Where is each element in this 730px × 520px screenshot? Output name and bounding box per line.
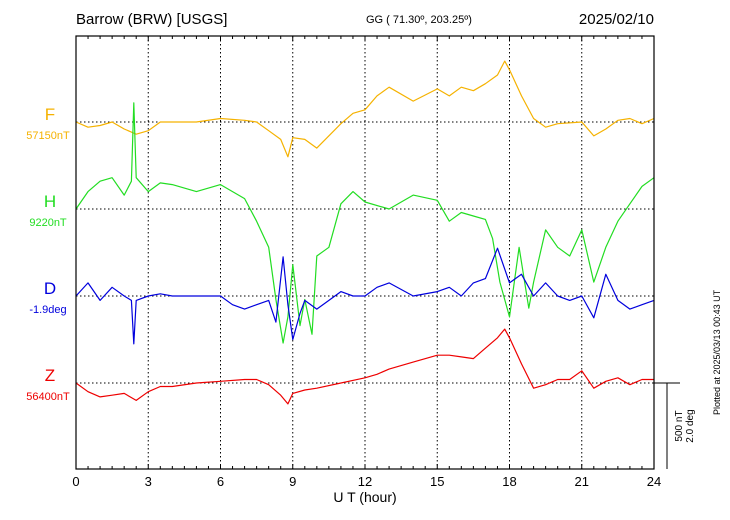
grid-lines [147,36,583,469]
trace-z [75,328,654,405]
scale-bar-nt: 500 nT [674,410,685,441]
series-label-h: H [44,192,56,211]
x-tick-label: 6 [217,474,224,489]
x-tick-label: 24 [647,474,661,489]
x-tick-label: 15 [430,474,444,489]
x-tick-label: 0 [72,474,79,489]
baseline-value-d: -1.9deg [29,304,66,316]
x-tick-label: 12 [358,474,372,489]
x-tick-label: 3 [145,474,152,489]
series-label-z: Z [45,366,55,385]
scale-bar: 500 nT 2.0 deg [654,382,696,469]
station-title: Barrow (BRW) [USGS] [76,11,228,28]
x-tick-label: 18 [502,474,516,489]
trace-f [75,60,655,158]
x-tick-label: 21 [575,474,589,489]
baseline-value-z: 56400nT [26,391,70,403]
trace-d [75,247,655,345]
chart-date: 2025/02/10 [578,11,654,28]
plotted-timestamp: Plotted at 2025/03/13 00:43 UT [712,289,722,415]
series-label-f: F [45,105,55,124]
x-tick-label: 9 [289,474,296,489]
baseline-value-h: 9220nT [29,217,67,229]
axis-ticks: 0 3 6 9 12 15 18 21 24 [72,36,661,489]
station-coordinates: GG ( 71.30º, 203.25º) [366,14,472,26]
scale-bar-deg: 2.0 deg [685,409,696,442]
data-traces: F 57150nT H 9220nT D -1.9deg Z 56400nT [26,60,655,405]
trace-h [75,102,655,344]
x-axis-label: U T (hour) [333,489,396,505]
series-label-d: D [44,279,56,298]
baseline-value-f: 57150nT [26,130,70,142]
